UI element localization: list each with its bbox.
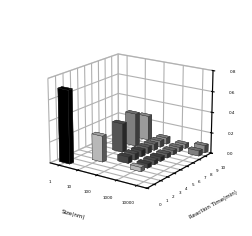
- Y-axis label: Reaction Time(min): Reaction Time(min): [188, 190, 238, 220]
- X-axis label: Size(nm): Size(nm): [61, 210, 86, 220]
